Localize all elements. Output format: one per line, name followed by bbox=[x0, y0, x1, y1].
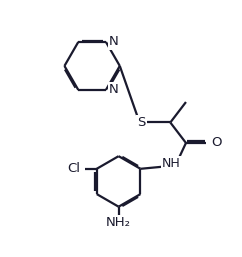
Text: S: S bbox=[137, 116, 146, 129]
Text: N: N bbox=[109, 35, 119, 49]
Text: N: N bbox=[109, 84, 119, 96]
Text: NH: NH bbox=[162, 157, 181, 170]
Text: NH₂: NH₂ bbox=[106, 216, 131, 229]
Text: Cl: Cl bbox=[67, 162, 80, 175]
Text: O: O bbox=[211, 136, 222, 149]
